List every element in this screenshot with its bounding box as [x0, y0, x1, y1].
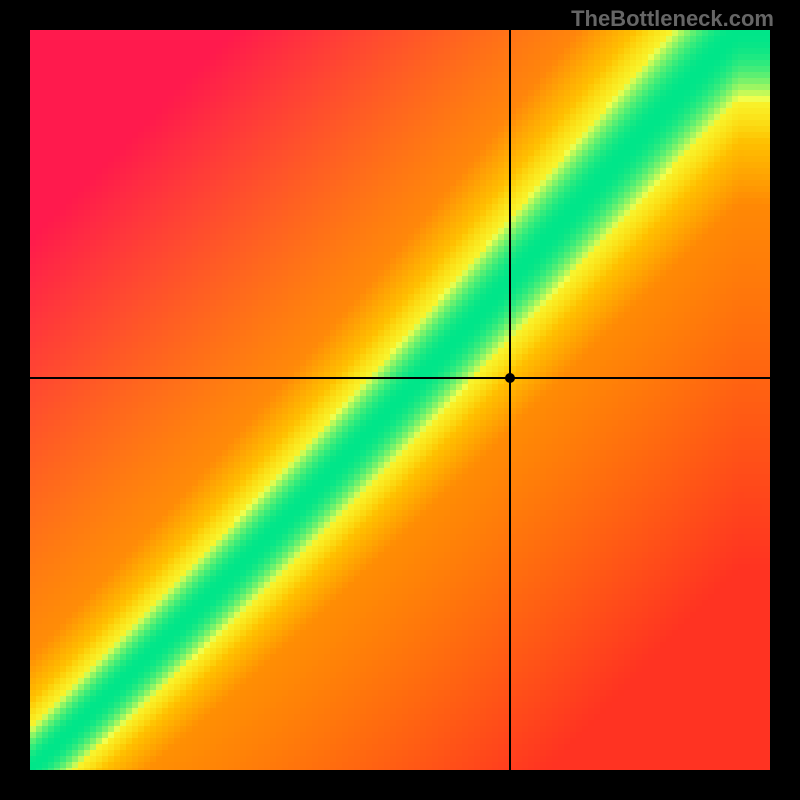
crosshair-vertical: [509, 30, 511, 770]
crosshair-marker: [505, 373, 515, 383]
watermark-text: TheBottleneck.com: [571, 6, 774, 32]
heatmap-canvas: [30, 30, 770, 770]
crosshair-horizontal: [30, 377, 770, 379]
